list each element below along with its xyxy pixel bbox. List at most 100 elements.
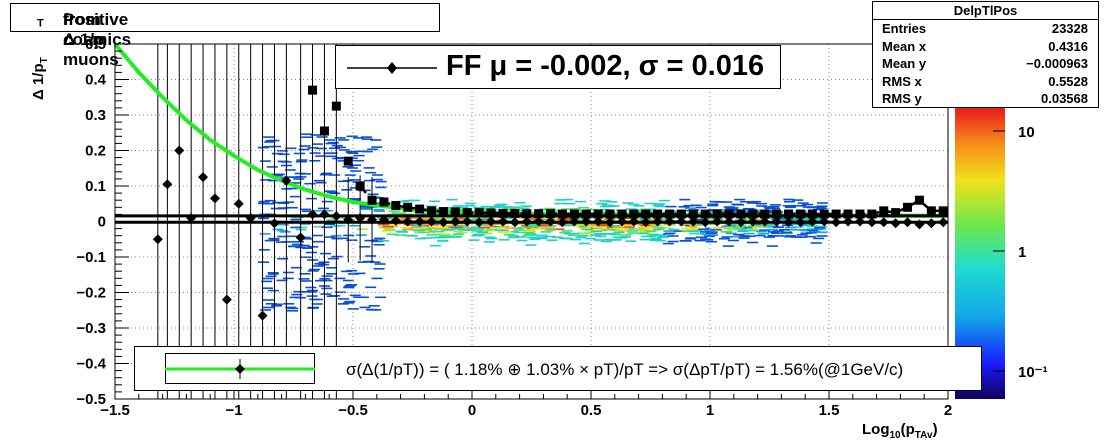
stats-row: Mean y −0.000963	[882, 56, 1088, 71]
y-tick-label: −0.3	[76, 320, 106, 337]
square-point	[843, 209, 853, 219]
diamond-point	[724, 216, 735, 227]
square-point	[498, 208, 508, 218]
diamond-point	[771, 216, 782, 227]
x-tick-label: 0.5	[581, 402, 602, 419]
diamond-point	[355, 212, 366, 223]
diamond-point	[676, 216, 687, 227]
x-axis-label: Log10(pTAv)	[862, 421, 938, 441]
diamond-point	[319, 209, 330, 220]
x-tick-label: 1	[706, 402, 714, 419]
diamond-point	[186, 212, 197, 223]
diamond-point	[616, 216, 627, 227]
diamond-point	[331, 211, 342, 222]
stats-box: DelpTlPos Entries 23328 Mean x 0.4316 Mean…	[872, 1, 1099, 108]
x-tick-label: −1.5	[100, 402, 130, 419]
square-point	[308, 85, 318, 95]
square-point	[653, 209, 663, 219]
diamond-point	[367, 214, 378, 225]
y-tick-label: −0.1	[76, 249, 106, 266]
diamond-point	[450, 216, 461, 227]
diamond-point	[926, 218, 937, 229]
square-point	[355, 181, 365, 191]
diamond-point	[581, 216, 592, 227]
square-point	[891, 208, 901, 218]
stats-name: DelpTlPos	[873, 2, 1098, 20]
square-point	[807, 209, 817, 219]
diamond-point	[605, 217, 616, 228]
diamond-point	[426, 216, 437, 227]
square-point	[855, 209, 865, 219]
square-point	[724, 209, 734, 219]
diamond-point	[462, 216, 473, 227]
diamond-point	[521, 216, 532, 227]
square-point	[903, 202, 913, 212]
square-point	[938, 206, 948, 216]
diamond-point	[233, 198, 244, 209]
diamond-point	[533, 216, 544, 227]
legend-swatch	[165, 353, 315, 384]
diamond-point	[162, 179, 173, 190]
y-tick-label: −0.4	[76, 356, 106, 373]
diamond-point	[343, 214, 354, 225]
square-point	[772, 209, 782, 219]
y-tick-label: 0.5	[85, 36, 106, 53]
square-point	[867, 209, 877, 219]
square-point	[748, 209, 758, 219]
square-point	[569, 209, 579, 219]
diamond-point	[198, 172, 209, 183]
y-tick-label: −0.2	[76, 285, 106, 302]
square-point	[534, 209, 544, 219]
square-point	[438, 207, 448, 217]
diamond-point	[628, 216, 639, 227]
square-point	[676, 209, 686, 219]
diamond-point	[640, 217, 651, 228]
x-tick-label: −1	[225, 402, 242, 419]
square-point	[486, 208, 496, 218]
diamond-point	[890, 218, 901, 229]
diamond-point	[688, 216, 699, 227]
diamond-point	[545, 216, 556, 227]
diamond-point	[664, 216, 675, 227]
chart-title: Positive Δ 1/p T from cosmics muons	[37, 10, 132, 69]
diamond-point	[486, 216, 497, 227]
square-point	[391, 201, 401, 211]
diamond-point	[831, 217, 842, 228]
diamond-point	[414, 216, 425, 227]
square-point	[831, 209, 841, 219]
diamond-point	[497, 216, 508, 227]
diamond-point	[783, 217, 794, 228]
square-point	[427, 206, 437, 216]
square-point	[926, 206, 936, 216]
fit-marker-sample	[347, 62, 437, 74]
square-point	[462, 208, 472, 218]
y-tick-label: 0.4	[85, 72, 107, 89]
square-point	[784, 209, 794, 219]
diamond-point	[735, 217, 746, 228]
diamond-point	[652, 216, 663, 227]
diamond-point	[174, 145, 185, 156]
diamond-point	[854, 216, 865, 227]
stats-row: RMS x 0.5528	[882, 73, 1088, 89]
diamond-point	[209, 193, 220, 204]
square-point	[914, 195, 924, 205]
diamond-point	[569, 216, 580, 227]
square-point	[403, 202, 413, 212]
square-point	[331, 101, 341, 111]
x-tick-label: −0.5	[338, 402, 368, 419]
diamond-point	[390, 215, 401, 226]
square-point	[581, 209, 591, 219]
y-tick-label: 0.2	[85, 143, 106, 160]
title-box: Positive Δ 1/p T from cosmics muons	[10, 3, 440, 69]
diamond-point	[938, 217, 949, 228]
square-point	[474, 208, 484, 218]
square-point	[629, 209, 639, 219]
y-tick-label: 0.1	[85, 178, 106, 195]
diamond-point	[759, 216, 770, 227]
square-point	[665, 209, 675, 219]
x-tick-label: 1.5	[819, 402, 840, 419]
square-point	[522, 209, 532, 219]
stats-row: Mean x 0.4316	[882, 38, 1088, 54]
z-tick-label: 10	[1018, 124, 1035, 141]
